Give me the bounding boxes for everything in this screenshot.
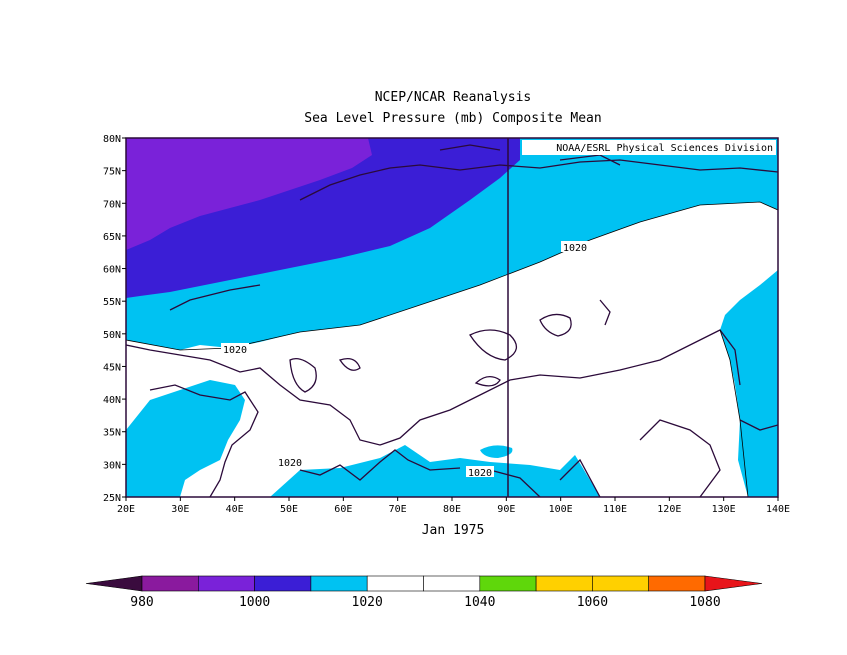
field-1010-1020-mediterranean bbox=[126, 380, 245, 497]
colorbar-label: 1020 bbox=[352, 595, 383, 610]
x-tick-label: 60E bbox=[334, 504, 352, 515]
y-tick-label: 60N bbox=[103, 265, 121, 276]
colorbar: 980 1000 1020 1040 1060 1080 bbox=[85, 575, 763, 610]
colorbar-swatch bbox=[310, 575, 368, 592]
colorbar-swatch bbox=[648, 575, 706, 592]
x-tick-label: 100E bbox=[549, 504, 573, 515]
y-axis-ticks: 80N 75N 70N 65N 60N 55N 50N 45N 40N 35N 30N 25N bbox=[103, 134, 126, 504]
y-tick-label: 45N bbox=[103, 362, 121, 373]
colorbar-label: 1080 bbox=[689, 595, 720, 610]
contour-label-bg bbox=[466, 466, 494, 477]
y-tick-label: 40N bbox=[103, 395, 121, 406]
x-tick-label: 50E bbox=[280, 504, 298, 515]
colorbar-label: 1060 bbox=[577, 595, 608, 610]
x-tick-label: 140E bbox=[766, 504, 790, 515]
credit-text: NOAA/ESRL Physical Sciences Division bbox=[556, 143, 773, 154]
contour-label: 1020 bbox=[223, 345, 247, 356]
field-1010-1020-south bbox=[270, 445, 600, 497]
field-1010-1020-east bbox=[720, 270, 778, 497]
colorbar-end-right bbox=[704, 575, 763, 592]
y-tick-label: 70N bbox=[103, 199, 121, 210]
x-tick-label: 110E bbox=[603, 504, 627, 515]
colorbar-swatch bbox=[423, 575, 481, 592]
coastlines bbox=[126, 144, 778, 497]
x-tick-label: 20E bbox=[117, 504, 135, 515]
y-tick-label: 65N bbox=[103, 232, 121, 243]
x-axis-ticks: 20E 30E 40E 50E 60E 70E 80E 90E 100E 110E 120E 130E… bbox=[117, 497, 790, 515]
x-tick-label: 120E bbox=[657, 504, 681, 515]
field-1010-1020-tibet bbox=[480, 445, 513, 458]
contour-label-group: 1020 1020 1020 1020 bbox=[221, 241, 589, 479]
x-tick-label: 90E bbox=[497, 504, 515, 515]
credit-box bbox=[522, 140, 776, 155]
map-fields bbox=[126, 138, 778, 497]
y-tick-label: 25N bbox=[103, 493, 121, 504]
y-tick-label: 75N bbox=[103, 167, 121, 178]
y-tick-label: 80N bbox=[103, 134, 121, 145]
chart-subtitle: Sea Level Pressure (mb) Composite Mean bbox=[304, 111, 602, 126]
colorbar-swatch bbox=[479, 575, 537, 592]
contour-label: 1020 bbox=[278, 458, 302, 469]
x-tick-label: 70E bbox=[389, 504, 407, 515]
colorbar-label: 1000 bbox=[239, 595, 270, 610]
colorbar-label: 980 bbox=[130, 595, 153, 610]
contour-label: 1020 bbox=[468, 468, 492, 479]
x-tick-label: 80E bbox=[443, 504, 461, 515]
colorbar-swatch bbox=[366, 575, 424, 592]
contour-label-bg bbox=[561, 241, 589, 252]
colorbar-swatch bbox=[592, 575, 650, 592]
colorbar-swatch bbox=[141, 575, 199, 592]
y-tick-label: 50N bbox=[103, 330, 121, 341]
date-label: Jan 1975 bbox=[421, 523, 485, 538]
y-tick-label: 30N bbox=[103, 460, 121, 471]
colorbar-swatch bbox=[254, 575, 312, 592]
x-tick-label: 30E bbox=[171, 504, 189, 515]
contour-label-bg bbox=[276, 456, 304, 467]
colorbar-label: 1040 bbox=[464, 595, 495, 610]
field-990-1000 bbox=[126, 138, 372, 250]
colorbar-swatch bbox=[198, 575, 255, 592]
x-tick-label: 130E bbox=[712, 504, 736, 515]
chart-title: NCEP/NCAR Reanalysis bbox=[374, 90, 532, 105]
contour-label: 1020 bbox=[563, 243, 587, 254]
contour-label-bg bbox=[221, 343, 249, 354]
colorbar-end-left bbox=[85, 575, 143, 592]
y-tick-label: 35N bbox=[103, 428, 121, 439]
y-tick-label: 55N bbox=[103, 297, 121, 308]
colorbar-swatch bbox=[535, 575, 593, 592]
x-tick-label: 40E bbox=[226, 504, 244, 515]
